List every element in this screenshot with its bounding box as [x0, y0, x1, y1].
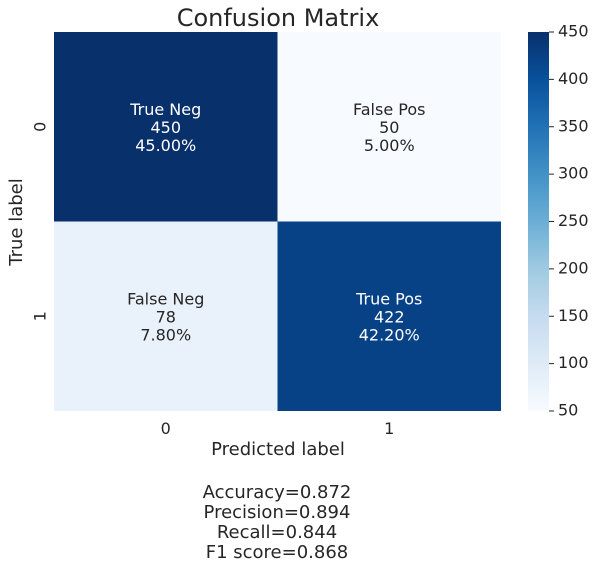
heatmap-cell-1-0 — [54, 221, 278, 411]
cell-count-0-1: 50 — [379, 118, 399, 137]
metric-line-1: Precision=0.894 — [204, 502, 351, 523]
metrics-summary: Accuracy=0.872Precision=0.894Recall=0.84… — [203, 482, 352, 563]
x-tick-label-0: 0 — [161, 419, 171, 438]
colorbar-tick-label-1: 100 — [558, 353, 589, 372]
metric-line-2: Recall=0.844 — [217, 522, 337, 543]
colorbar-tick-label-2: 150 — [558, 306, 589, 325]
x-axis-label: Predicted label — [211, 439, 345, 460]
y-tick-label-1: 1 — [31, 311, 50, 321]
cell-percent-0-0: 45.00% — [135, 136, 196, 155]
metric-line-0: Accuracy=0.872 — [203, 482, 352, 503]
colorbar-tick-label-7: 400 — [558, 69, 589, 88]
cell-label-0-1: False Pos — [353, 100, 425, 119]
colorbar-tick-label-3: 200 — [558, 258, 589, 277]
cell-percent-1-1: 42.20% — [359, 325, 420, 344]
heatmap-cell-1-1 — [277, 221, 501, 411]
cell-label-0-0: True Neg — [129, 100, 201, 119]
cell-percent-0-1: 5.00% — [364, 136, 415, 155]
cell-label-1-0: False Neg — [127, 289, 204, 308]
colorbar-ticks: 50 100 150 200 250 300 350 400 450 — [549, 22, 589, 420]
y-tick-labels: 01 — [31, 122, 50, 322]
colorbar-tick-label-8: 450 — [558, 22, 589, 41]
colorbar-tick-label-0: 50 — [558, 401, 578, 420]
y-tick-label-0: 0 — [31, 122, 50, 132]
colorbar-tick-label-4: 250 — [558, 211, 589, 230]
cell-count-0-0: 450 — [150, 118, 181, 137]
heatmap-cell-0-0 — [54, 32, 278, 222]
cell-percent-1-0: 7.80% — [140, 325, 191, 344]
cell-count-1-1: 422 — [374, 307, 405, 326]
heatmap-cell-0-1 — [277, 32, 501, 222]
y-axis-label: True label — [6, 178, 27, 267]
x-tick-label-1: 1 — [384, 419, 394, 438]
colorbar — [528, 32, 549, 411]
metric-line-3: F1 score=0.868 — [206, 542, 349, 563]
colorbar-tick-label-6: 350 — [558, 116, 589, 135]
cell-label-1-1: True Pos — [355, 289, 422, 308]
chart-title: Confusion Matrix — [177, 4, 380, 32]
cell-count-1-0: 78 — [156, 307, 176, 326]
colorbar-tick-label-5: 300 — [558, 164, 589, 183]
